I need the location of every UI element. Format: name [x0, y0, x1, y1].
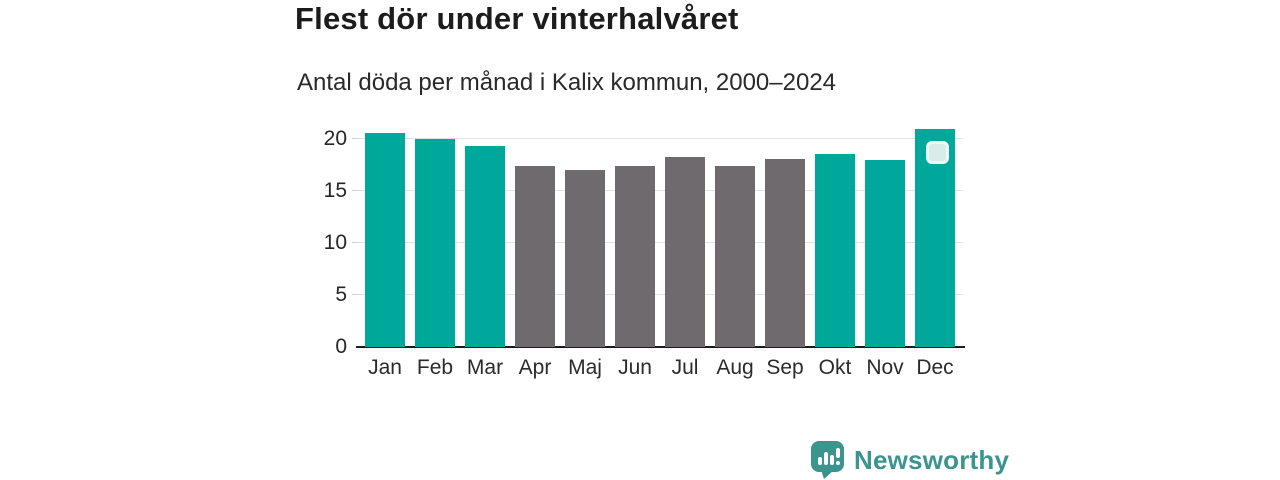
x-axis-label-okt: Okt	[818, 356, 852, 379]
gridline-y10	[358, 242, 963, 244]
gridline-y20	[358, 138, 963, 140]
x-axis-label-mar: Mar	[466, 356, 504, 379]
ytick-mark-y15	[352, 190, 358, 192]
ytick-mark-y5	[352, 294, 358, 296]
x-axis-label-nov: Nov	[866, 356, 904, 379]
bar-mar	[465, 145, 505, 347]
x-axis-label-jun: Jun	[618, 356, 652, 379]
bar-okt	[815, 153, 855, 347]
x-axis-label-feb: Feb	[416, 356, 454, 379]
y-axis-tick-label: 20	[323, 127, 347, 151]
newsworthy-logo-icon	[811, 441, 844, 479]
chart-title: Flest dör under vinterhalvåret	[295, 1, 739, 36]
bar-apr	[515, 166, 555, 347]
newsworthy-logo-text: Newsworthy	[854, 444, 1010, 475]
x-axis-label-maj: Maj	[568, 356, 602, 379]
bar-jul	[665, 157, 705, 347]
x-axis-label-sep: Sep	[766, 356, 804, 379]
bar-dec	[915, 129, 955, 347]
bar-sep	[765, 159, 805, 347]
x-axis-line	[356, 346, 965, 348]
x-axis-label-aug: Aug	[716, 356, 754, 379]
x-axis-label-apr: Apr	[518, 356, 552, 379]
ytick-mark-y10	[352, 242, 358, 244]
x-axis-label-jan: Jan	[368, 356, 402, 379]
ytick-mark-y20	[352, 138, 358, 140]
bar-jan	[365, 133, 405, 347]
y-axis-tick-label: 5	[335, 283, 347, 307]
x-axis-labels: Jan Feb Mar Apr Maj Jun Jul Aug Sep Okt Nov Dec	[358, 356, 963, 386]
chart-subtitle: Antal döda per månad i Kalix kommun, 200…	[297, 69, 837, 96]
plot-area	[352, 123, 965, 348]
bar-nov	[865, 160, 905, 347]
gridline-y15	[358, 190, 963, 192]
bar-jun	[615, 166, 655, 347]
bar-maj	[565, 169, 605, 347]
y-axis-tick-label: 15	[323, 179, 347, 203]
bar-feb	[415, 139, 455, 347]
bar-aug	[715, 166, 755, 347]
dec-bar-marker[interactable]	[926, 141, 949, 165]
y-axis-labels: 0 5 10 15 20	[295, 123, 351, 358]
y-axis-tick-label: 0	[335, 335, 347, 358]
x-axis-label-jul: Jul	[671, 356, 699, 379]
y-axis-tick-label: 10	[323, 231, 347, 255]
gridline-y5	[358, 294, 963, 296]
newsworthy-logo[interactable]: Newsworthy	[810, 440, 1009, 480]
x-axis-label-dec: Dec	[916, 356, 954, 379]
